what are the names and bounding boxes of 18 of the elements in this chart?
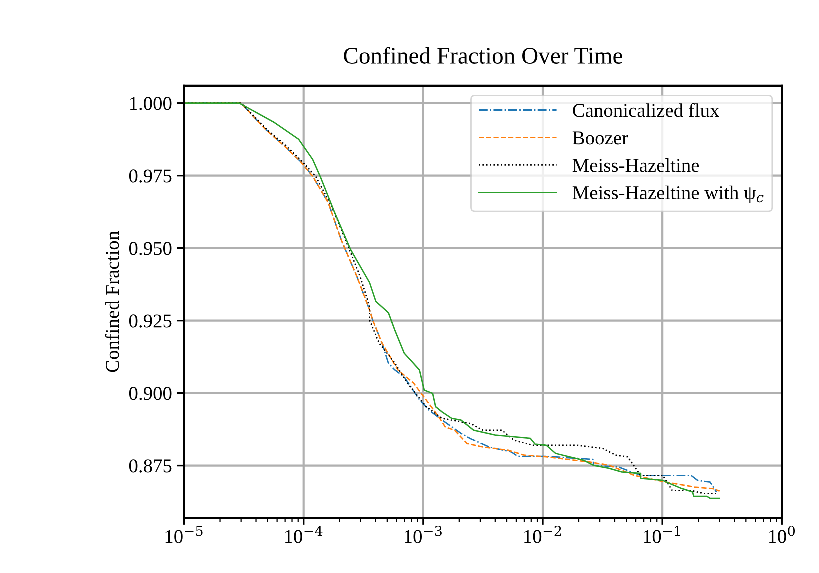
y-tick-label: 0.925 <box>129 314 172 328</box>
y-tick-label: 0.900 <box>129 387 172 400</box>
x-tick-label: 10$^{−4}$ <box>285 526 323 544</box>
x-tick-label: 10$^{−3}$ <box>405 526 442 544</box>
x-tick-label: 10$^{−5}$ <box>166 526 203 544</box>
legend-label: Meiss-Hazeltine with ψ$_{c}$ <box>572 186 764 204</box>
legend-label: Meiss-Hazeltine <box>572 158 700 172</box>
y-tick-label: 0.975 <box>129 170 172 183</box>
legend-label: Canonicalized flux <box>573 103 720 118</box>
y-tick-label: 1.000 <box>130 97 172 110</box>
x-tick-label: 10$^{0}$ <box>769 526 796 544</box>
legend-label: Boozer <box>572 132 628 145</box>
x-tick-label: 10$^{−1}$ <box>644 526 680 544</box>
y-tick-label: 0.950 <box>129 242 172 256</box>
y-axis-title: Confined Fraction <box>105 231 120 372</box>
y-tick-label: 0.875 <box>129 460 172 473</box>
x-tick-label: 10$^{−2}$ <box>524 526 562 544</box>
chart-title: Confined Fraction Over Time <box>344 47 622 64</box>
